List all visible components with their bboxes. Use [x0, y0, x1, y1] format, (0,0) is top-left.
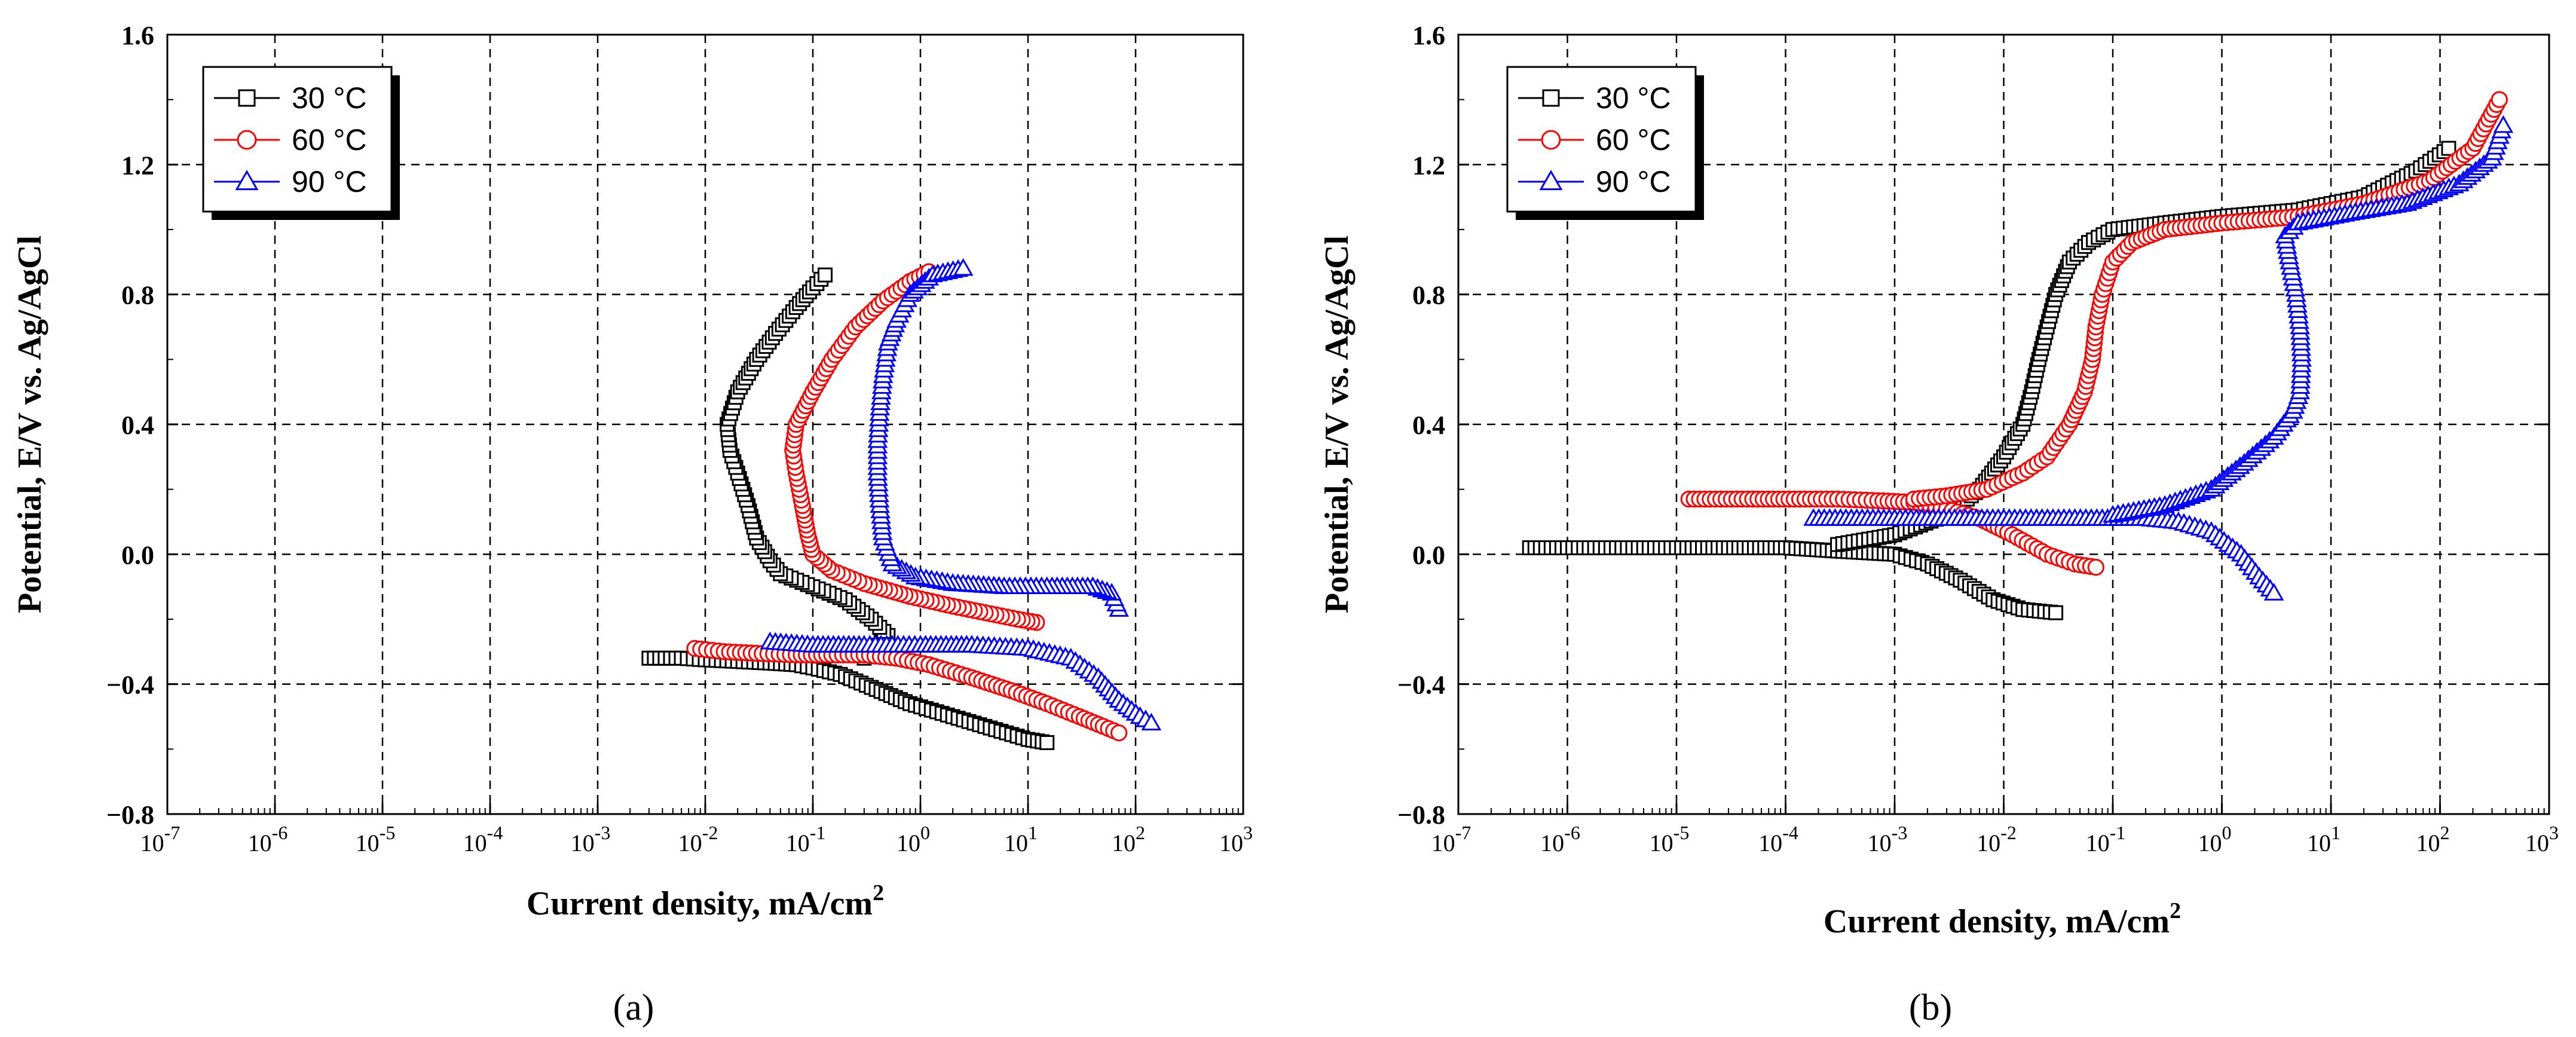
x-tick-label: 100 — [897, 822, 930, 856]
y-tick-label: −0.4 — [106, 671, 154, 700]
x-tick-label: 10-5 — [1650, 822, 1690, 856]
x-axis-title: Current density, mA/cm2 — [1824, 898, 2181, 940]
grid — [1458, 35, 2549, 814]
data-point — [2087, 558, 2104, 576]
x-tick-label: 10-6 — [1540, 822, 1580, 856]
panel-label: (b) — [1909, 987, 1952, 1028]
panel-b: 10-7 10-6 10-5 10-4 10-3 10-2 10-1 100 101 102 103… — [1318, 21, 2559, 1028]
x-tick-label: 10-7 — [140, 822, 180, 856]
legend-marker — [1541, 130, 1561, 150]
x-tick-label: 10-7 — [1431, 822, 1471, 856]
x-tick-label: 10-5 — [356, 822, 396, 856]
x-tick-label: 102 — [1112, 822, 1145, 856]
y-tick-label: −0.8 — [106, 800, 154, 830]
x-tick-label: 103 — [2525, 822, 2559, 856]
legend-marker — [1539, 170, 1563, 191]
x-tick-label: 10-3 — [571, 822, 611, 856]
x-tick-label: 100 — [2198, 822, 2232, 856]
anodic-branch — [1913, 99, 2501, 500]
y-axis-title: Potential, E/V vs. Ag/AgCl — [11, 235, 48, 613]
legend-label: 60 °C — [292, 123, 367, 157]
y-tick-label: 1.2 — [121, 151, 154, 180]
anodic-branch — [876, 267, 1120, 610]
data-point — [1039, 735, 1055, 750]
x-axis-title: Current density, mA/cm2 — [527, 880, 884, 922]
y-axis-title: Potential, E/V vs. Ag/AgCl — [1318, 235, 1356, 613]
grid — [167, 35, 1243, 814]
x-tick-label: 10-6 — [248, 822, 288, 856]
x-ticks — [1457, 803, 2550, 814]
legend-marker — [237, 130, 257, 150]
x-tick-label: 102 — [2416, 822, 2450, 856]
y-tick-label: 0.0 — [1412, 540, 1445, 570]
legend: 30 °C 60 °C 90 °C — [202, 66, 400, 220]
x-tick-label: 10-2 — [678, 822, 718, 856]
data-point — [2048, 605, 2064, 620]
x-tick-label: 101 — [1004, 822, 1038, 856]
legend-marker — [1542, 89, 1560, 107]
y-tick-label: 1.6 — [1412, 21, 1445, 50]
y-tick-label: −0.4 — [1397, 671, 1445, 700]
x-tick-label: 10-4 — [1758, 822, 1798, 856]
x-tick-label: 103 — [1219, 822, 1253, 856]
data-point — [2491, 91, 2508, 108]
legend: 30 °C 60 °C 90 °C — [1506, 66, 1704, 220]
x-ticks — [166, 803, 1244, 814]
anodic-branch — [726, 274, 889, 659]
legend-label: 60 °C — [1596, 123, 1671, 157]
y-tick-label: 0.8 — [1412, 281, 1445, 310]
x-tick-label: 10-4 — [463, 822, 503, 856]
legend-label: 30 °C — [292, 81, 367, 115]
x-tick-label: 10-1 — [2086, 822, 2126, 856]
panel-a: 10-7 10-6 10-5 10-4 10-3 10-2 10-1 100 101 102 103… — [11, 21, 1253, 1028]
x-tick-label: 101 — [2307, 822, 2341, 856]
y-tick-label: 1.2 — [1412, 151, 1445, 180]
data-point — [953, 258, 974, 276]
series-2 — [1803, 115, 2514, 601]
series-2 — [760, 258, 1162, 731]
legend-label: 30 °C — [1596, 81, 1671, 115]
data-point — [2441, 140, 2456, 156]
data-point — [1141, 712, 1162, 731]
x-tick-label: 10-1 — [786, 822, 826, 856]
y-tick-label: −0.8 — [1397, 800, 1445, 830]
data-point — [1110, 724, 1128, 742]
data-point — [818, 267, 833, 283]
legend-label: 90 °C — [292, 165, 367, 198]
y-tick-label: 0.8 — [121, 281, 154, 310]
y-tick-label: 1.6 — [121, 21, 154, 50]
legend-marker — [235, 170, 259, 191]
legend-marker — [238, 89, 256, 107]
y-tick-label: 0.4 — [1412, 411, 1445, 440]
x-tick-label: 10-3 — [1868, 822, 1908, 856]
panel-label: (a) — [613, 987, 654, 1028]
legend-label: 90 °C — [1596, 165, 1671, 198]
data-point — [2493, 115, 2514, 133]
data-point — [2263, 583, 2284, 601]
x-tick-label: 10-2 — [1977, 822, 2017, 856]
y-tick-label: 0.4 — [121, 411, 154, 440]
y-tick-label: 0.0 — [121, 540, 154, 570]
